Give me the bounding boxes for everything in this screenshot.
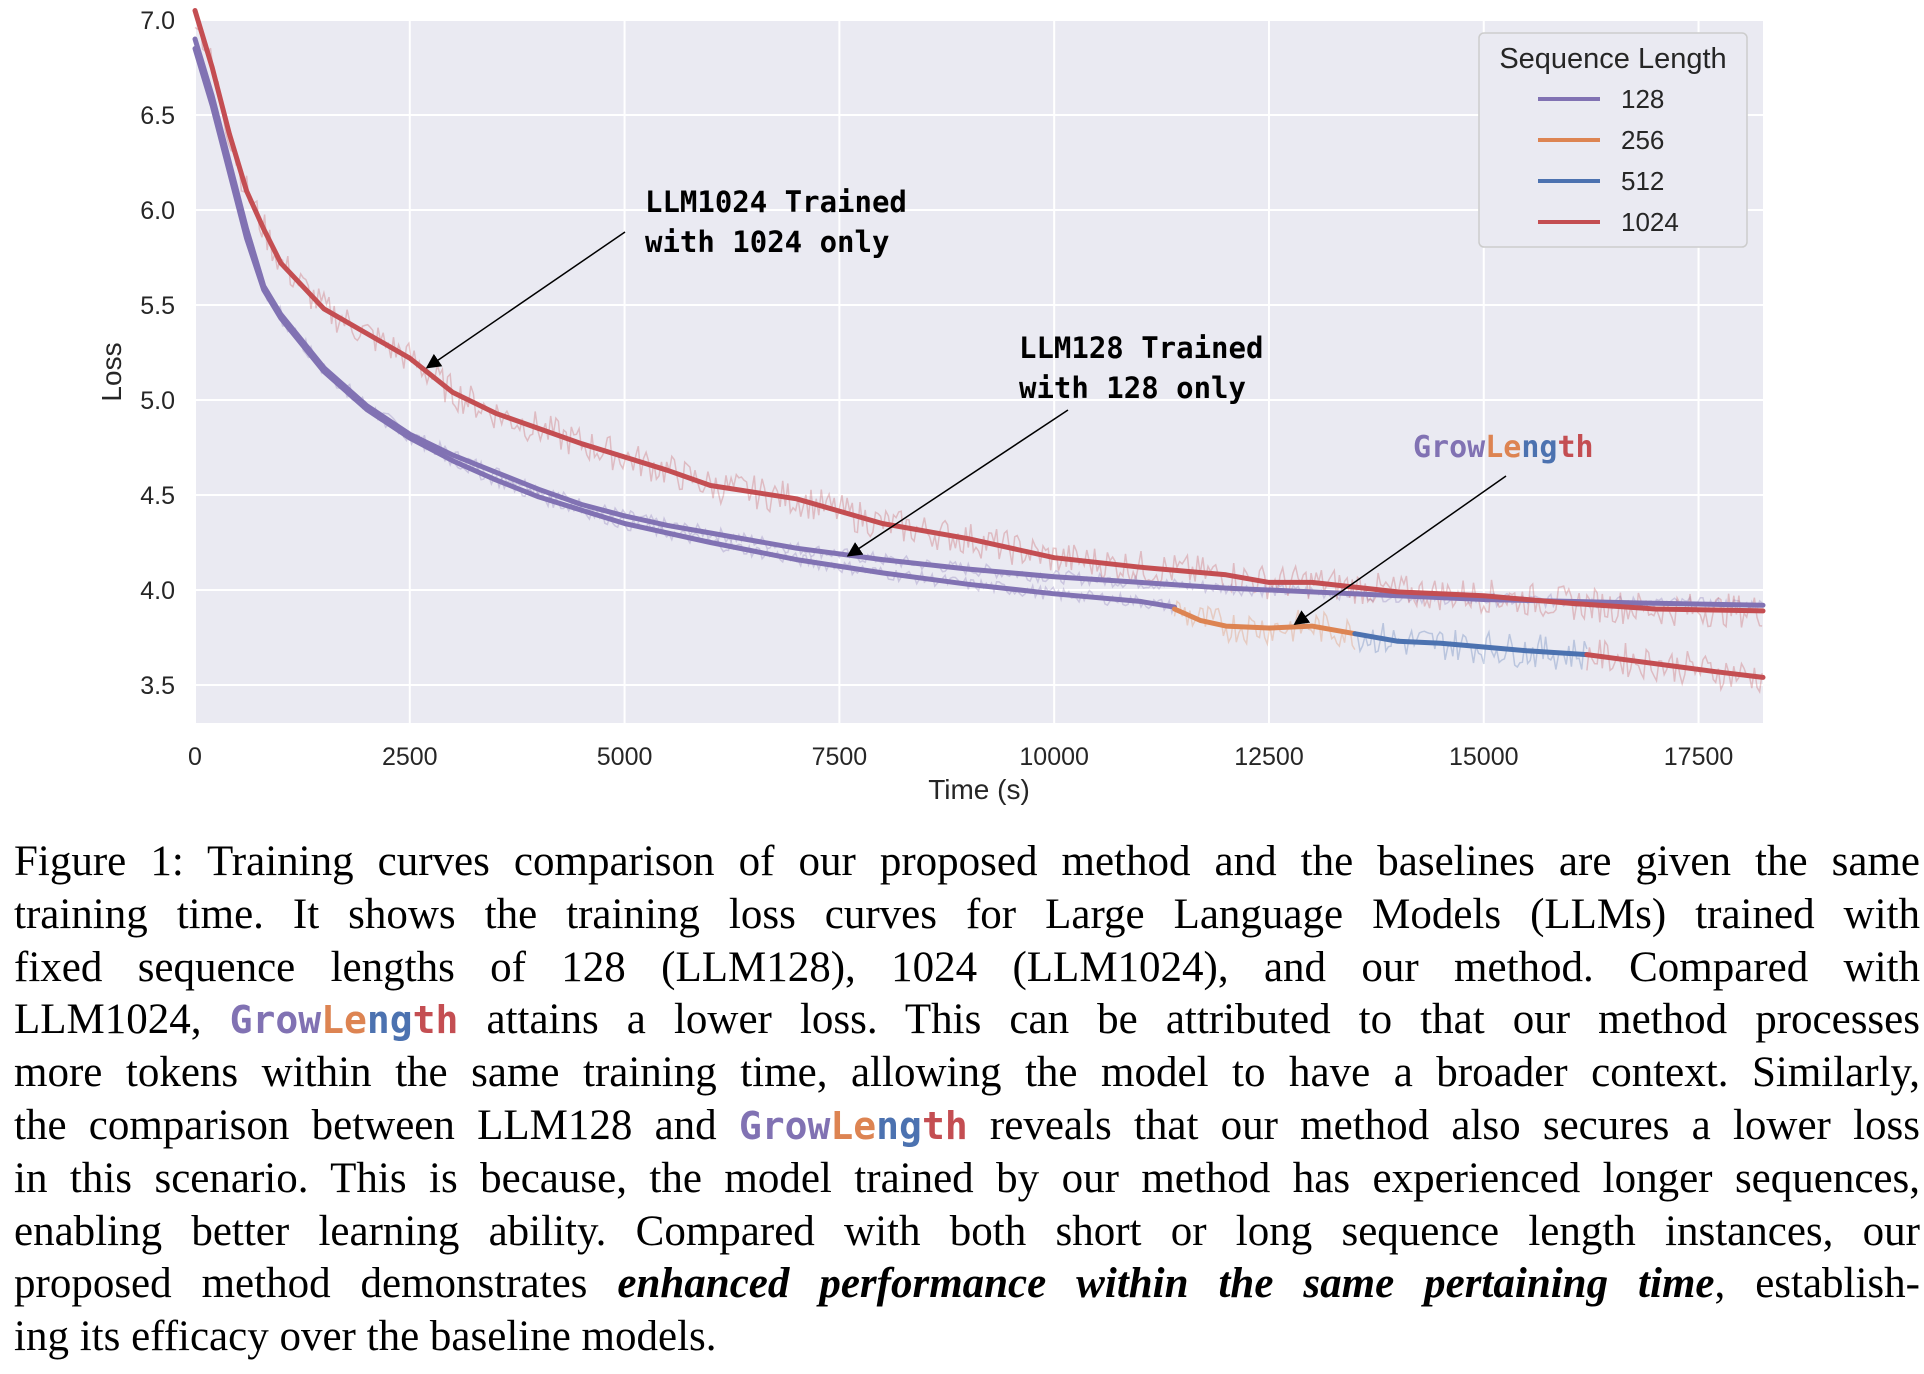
annotation-llm128-line: LLM128 Trained	[1019, 331, 1263, 365]
series-line-growlength-512	[1352, 631, 1590, 658]
caption-growlength: GrowLength	[739, 1104, 968, 1148]
y-axis-ticks: 3.5 4.0 4.5 5.0 5.5 6.0 6.5 7.0	[140, 7, 175, 700]
raw-loss-trace-llm1024	[194, 20, 1763, 629]
series-line-growlength-1024	[1584, 652, 1766, 680]
caption-line: Figure 1: Training curves comparison of …	[14, 836, 1920, 889]
growlength-part: Le	[830, 1103, 877, 1148]
x-tick-label: 17500	[1664, 743, 1734, 771]
caption-text: , establish-	[1714, 1260, 1920, 1308]
annotation-llm1024-arrow	[425, 231, 626, 369]
caption-text: LLM1024,	[14, 996, 230, 1044]
legend-label: 1024	[1621, 207, 1679, 237]
growlength-part: Le	[1485, 430, 1521, 465]
growlength-part: ng	[876, 1103, 922, 1148]
legend: Sequence Length 128 256 512 1024	[1478, 32, 1748, 248]
y-tick-label: 6.0	[140, 197, 175, 225]
growlength-part: Grow	[738, 1103, 831, 1148]
growlength-part: th	[412, 998, 459, 1043]
growlength-part: th	[921, 1103, 968, 1148]
growlength-part: Grow	[229, 998, 322, 1043]
x-tick-label: 12500	[1234, 743, 1304, 771]
y-axis-label: Loss	[96, 342, 127, 401]
x-axis-ticks: 0 2500 5000 7500 10000 12500 15000 17500	[188, 743, 1733, 771]
caption-text: the comparison between LLM128 and	[14, 1101, 739, 1149]
x-axis-label: Time (s)	[928, 774, 1030, 805]
y-tick-label: 5.0	[140, 387, 175, 415]
caption-text: Figure 1: Training curves comparison of …	[14, 838, 1920, 885]
caption-text: in this scenario. This is because, the m…	[14, 1154, 1920, 1202]
series-line-growlength-128	[192, 46, 1177, 610]
series-line-growlength-256	[1172, 606, 1358, 637]
caption-line: fixed sequence lengths of 128 (LLM128), …	[14, 942, 1920, 995]
y-tick-label: 5.5	[140, 292, 175, 320]
caption-emphasis: enhanced performance within the same per…	[617, 1260, 1715, 1308]
legend-label: 128	[1621, 84, 1664, 114]
figure-caption: Figure 1: Training curves comparison of …	[14, 836, 1920, 1364]
annotation-growlength-arrow	[1293, 475, 1507, 626]
caption-line: enabling better learning ability. Compar…	[14, 1206, 1920, 1259]
legend-title: Sequence Length	[1499, 43, 1726, 75]
growlength-part: Grow	[1413, 430, 1486, 465]
x-tick-label: 5000	[597, 743, 653, 771]
series-line-llm1024	[192, 8, 1766, 614]
caption-text: more tokens within the same training tim…	[14, 1049, 1920, 1097]
legend-label: 256	[1621, 125, 1664, 155]
growlength-part: ng	[366, 998, 413, 1043]
caption-line: proposed method demonstrates enhanced pe…	[14, 1258, 1920, 1311]
caption-text: reveals that our method also secures a l…	[967, 1101, 1920, 1149]
y-tick-label: 4.0	[140, 577, 175, 605]
caption-line: ing its efficacy over the baseline model…	[14, 1311, 1920, 1364]
x-tick-label: 2500	[382, 743, 438, 771]
caption-line: more tokens within the same training tim…	[14, 1047, 1920, 1100]
curves	[192, 8, 1766, 695]
y-tick-label: 3.5	[140, 672, 175, 700]
annotation-llm128-line: with 128 only	[1019, 371, 1246, 405]
caption-text: enabling better learning ability. Compar…	[14, 1207, 1920, 1255]
x-tick-label: 7500	[812, 743, 868, 771]
growlength-part: ng	[1521, 430, 1557, 465]
legend-label: 512	[1621, 166, 1664, 196]
y-tick-label: 6.5	[140, 102, 175, 130]
caption-line: LLM1024, GrowLength attains a lower loss…	[14, 994, 1920, 1047]
y-tick-label: 4.5	[140, 482, 175, 510]
annotation-growlength-label: GrowLength	[1413, 430, 1594, 465]
caption-line: in this scenario. This is because, the m…	[14, 1153, 1920, 1206]
caption-growlength: GrowLength	[230, 998, 459, 1042]
growlength-part: th	[1558, 430, 1594, 465]
annotation-llm1024-line: LLM1024 Trained	[645, 185, 907, 219]
y-tick-label: 7.0	[140, 7, 175, 35]
caption-line: the comparison between LLM128 and GrowLe…	[14, 1100, 1920, 1153]
legend-box	[1478, 32, 1748, 248]
annotation-llm1024-line: with 1024 only	[645, 225, 889, 259]
loss-chart: 0 2500 5000 7500 10000 12500 15000 17500 3.5 4.0…	[96, 7, 1766, 805]
caption-text: training time. It shows the training los…	[14, 890, 1920, 938]
growlength-part: Le	[321, 998, 367, 1043]
caption-text: attains a lower loss. This can be attrib…	[458, 996, 1920, 1044]
caption-text: ing its efficacy over the baseline model…	[14, 1313, 717, 1361]
annotations: LLM1024 Trained with 1024 only LLM128 Trai…	[425, 185, 1594, 626]
annotation-llm128-arrow	[846, 409, 1069, 557]
caption-line: training time. It shows the training los…	[14, 889, 1920, 942]
caption-text: fixed sequence lengths of 128 (LLM128), …	[14, 943, 1920, 991]
caption-text: proposed method demonstrates	[14, 1260, 618, 1308]
x-tick-label: 15000	[1449, 743, 1519, 771]
x-tick-label: 0	[188, 743, 202, 771]
x-tick-label: 10000	[1019, 743, 1089, 771]
